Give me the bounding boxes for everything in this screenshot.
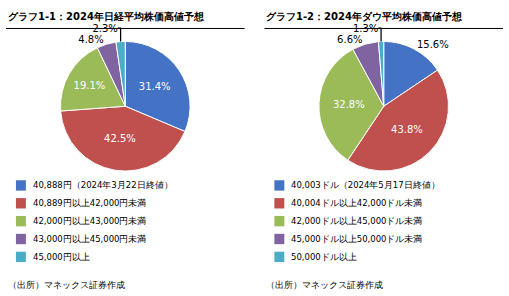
svg-text:2.3%: 2.3%	[92, 23, 117, 34]
svg-text:31.4%: 31.4%	[139, 81, 171, 92]
svg-text:（出所）マネックス証券作成: （出所）マネックス証券作成	[266, 280, 383, 290]
svg-text:45,000円以上: 45,000円以上	[33, 252, 90, 262]
svg-text:42,000円以上43,000円未満: 42,000円以上43,000円未満	[33, 216, 146, 226]
svg-text:グラフ1-2：2024年ダウ平均株価高値予想: グラフ1-2：2024年ダウ平均株価高値予想	[266, 11, 463, 22]
svg-text:グラフ1-1：2024年日経平均株価高値予想: グラフ1-1：2024年日経平均株価高値予想	[8, 11, 205, 22]
svg-text:32.8%: 32.8%	[333, 99, 365, 110]
svg-text:6.6%: 6.6%	[337, 34, 362, 45]
svg-text:43,000円以上45,000円未満: 43,000円以上45,000円未満	[33, 234, 146, 244]
svg-text:19.1%: 19.1%	[74, 80, 106, 91]
svg-text:42.5%: 42.5%	[104, 133, 136, 144]
svg-text:15.6%: 15.6%	[417, 39, 449, 50]
svg-text:（出所）マネックス証券作成: （出所）マネックス証券作成	[8, 280, 125, 290]
svg-text:40,889円以上42,000円未満: 40,889円以上42,000円未満	[33, 198, 146, 208]
svg-text:45,000ドル以上50,000ドル未満: 45,000ドル以上50,000ドル未満	[291, 234, 422, 244]
svg-text:40,004ドル以上42,000ドル未満: 40,004ドル以上42,000ドル未満	[291, 198, 422, 208]
svg-text:1.3%: 1.3%	[353, 23, 378, 34]
svg-text:4.8%: 4.8%	[78, 34, 103, 45]
svg-text:42,000ドル以上45,000ドル未満: 42,000ドル以上45,000ドル未満	[291, 216, 422, 226]
svg-text:43.8%: 43.8%	[391, 124, 423, 135]
svg-text:40,888円（2024年3月22日終値）: 40,888円（2024年3月22日終値）	[33, 180, 173, 190]
svg-text:50,000ドル以上: 50,000ドル以上	[291, 252, 357, 262]
svg-text:40,003ドル（2024年5月17日終値）: 40,003ドル（2024年5月17日終値）	[291, 180, 440, 190]
